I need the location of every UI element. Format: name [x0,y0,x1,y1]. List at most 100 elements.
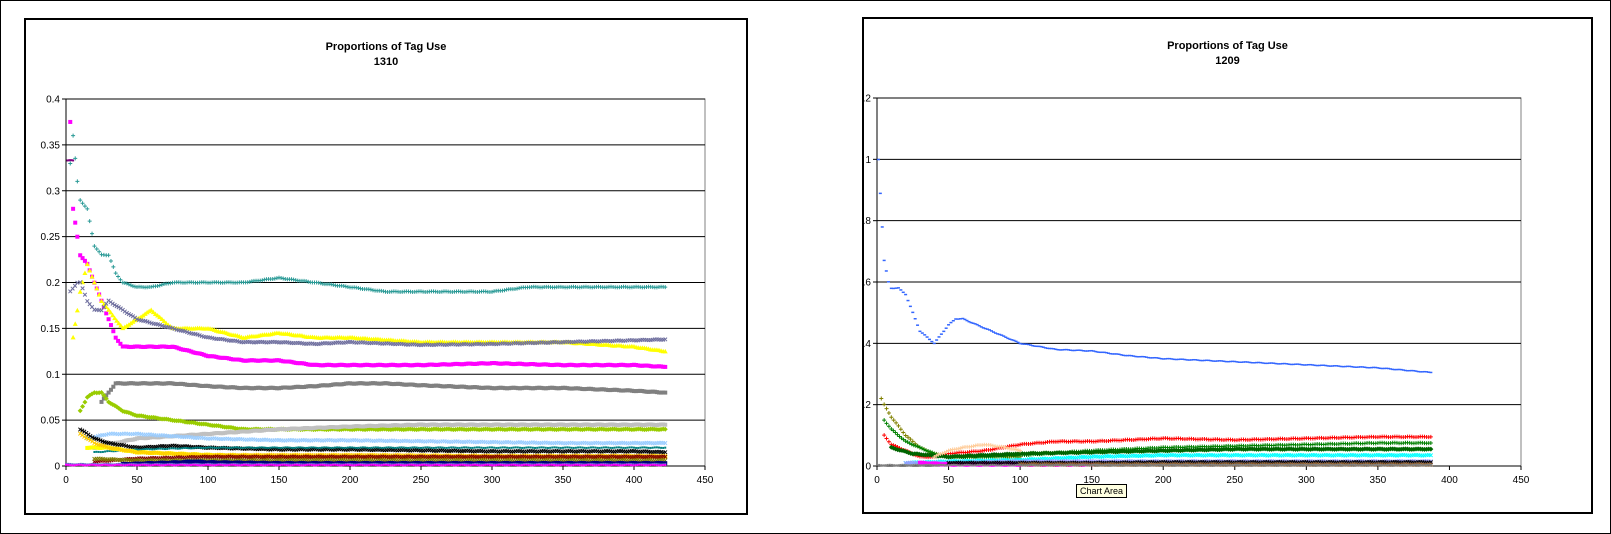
data-point [579,460,584,465]
data-point [274,463,277,466]
data-point [214,460,219,465]
data-point [195,459,200,464]
data-point [397,423,402,428]
data-point [202,447,205,450]
data-point [181,463,184,466]
data-point [312,384,317,389]
data-point [492,386,497,391]
data-point [170,344,175,349]
data-point [279,275,284,280]
data-point [136,448,138,451]
data-point [137,381,142,386]
data-point [114,450,117,453]
data-point [631,460,636,465]
data-point [307,426,312,431]
data-point [656,422,661,427]
data-point [571,461,576,466]
data-point [554,362,559,367]
data-point [379,381,384,386]
data-point [362,460,367,465]
data-point [207,446,209,449]
data-point [207,463,209,466]
data-point [405,461,410,466]
data-point [472,361,477,366]
data-point [397,463,400,466]
data-point [233,460,238,465]
data-point [552,423,557,428]
data-point [208,354,213,359]
data-point [144,447,147,450]
data-point [158,464,161,467]
data-point [446,362,451,367]
data-point [298,464,301,467]
data-point [238,460,243,465]
data-point [629,388,634,393]
data-point [312,362,317,367]
data-point [231,460,236,465]
data-point [108,323,113,328]
data-point [148,307,154,313]
data-point [96,292,102,297]
data-point [398,446,401,449]
data-point [403,422,408,427]
data-point [296,426,301,431]
data-point [89,445,94,450]
data-point [361,446,364,449]
data-point [662,426,668,432]
data-point [145,435,150,440]
data-point [520,361,525,366]
data-point [642,464,645,467]
data-point [264,427,269,432]
data-point [170,381,175,386]
data-point [147,435,152,440]
data-point [141,381,146,386]
chart-area-1209[interactable]: Proportions of Tag Use 1209 00.20.40.60.… [862,17,1593,514]
data-point [606,422,611,427]
data-point [126,438,131,443]
data-point [381,381,386,386]
data-point [569,362,574,367]
data-point [287,359,292,364]
data-point [279,358,284,363]
data-point [306,384,311,389]
plot-area-1209[interactable]: 00.20.40.60.811.205010015020025030035040… [864,19,1591,512]
data-point [345,381,350,386]
data-point [593,362,598,367]
data-point [492,360,497,365]
data-point [354,461,359,466]
data-point [80,201,85,206]
data-point [209,462,212,465]
data-point [528,362,533,367]
data-point [469,464,472,467]
data-point [238,464,241,467]
data-point [430,461,435,466]
data-point [461,463,464,466]
data-point [69,159,72,162]
data-point [381,446,384,449]
data-point [495,446,498,449]
data-point [514,462,517,465]
data-point [650,422,655,427]
data-point [189,349,194,354]
plot-area-1310[interactable]: 00.050.10.150.20.250.30.350.40 50 100 150 20… [26,20,746,513]
data-point [485,361,490,366]
data-point [444,384,449,389]
data-point [223,430,228,435]
data-point [451,384,456,389]
data-point [139,435,144,440]
data-point [502,422,507,427]
data-point [438,384,443,389]
data-point [376,446,379,449]
data-point [88,433,93,439]
data-point [105,443,110,448]
data-point [66,159,69,162]
data-point [142,448,145,451]
data-point [578,386,583,391]
data-point [128,283,133,288]
data-point [191,459,196,464]
data-point [472,422,477,427]
x-tick-label: 50 [131,475,143,486]
data-point [264,464,267,467]
data-point [657,464,660,467]
chart-area-1310[interactable]: Proportions of Tag Use 1310 0 0.05 0.1 0.15… [24,18,748,515]
